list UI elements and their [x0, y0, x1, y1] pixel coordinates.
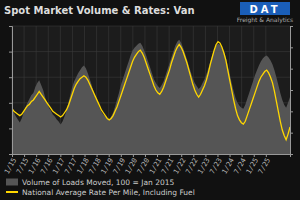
tick: [290, 47, 293, 48]
tick-mark: [205, 154, 206, 157]
tick-mark: [24, 154, 25, 157]
legend-swatch: [6, 191, 18, 193]
tick: [290, 154, 293, 155]
tick-mark: [133, 154, 134, 157]
annotation: DAT: [249, 4, 280, 15]
tick-mark: [242, 154, 243, 157]
chart: Spot Market Volume & Rates: Van DATFreigh…: [0, 0, 300, 200]
line: [12, 42, 290, 140]
logo: DATFreight & Analytics: [237, 2, 293, 24]
tick-mark: [145, 154, 146, 157]
tick: [9, 103, 12, 104]
tick-mark: [254, 154, 255, 157]
logo-box: [240, 2, 290, 15]
legend: Volume of Loads Moved, 100 = Jan 2015Nat…: [6, 178, 195, 197]
tick-mark: [290, 90, 293, 91]
marks: [12, 40, 290, 154]
tick-mark: [36, 154, 37, 157]
y2-axis: [290, 27, 293, 155]
tick-mark: [193, 154, 194, 157]
tick-mark: [217, 154, 218, 157]
tick-mark: [97, 154, 98, 157]
tick-mark: [9, 154, 12, 155]
tick-mark: [85, 154, 86, 157]
tick-mark: [290, 26, 293, 27]
tick: [290, 90, 293, 91]
tick-mark: [230, 154, 231, 157]
tick: [290, 111, 293, 112]
tick: [290, 26, 293, 27]
tick-mark: [9, 103, 12, 104]
tick-mark: [169, 154, 170, 157]
tick-mark: [290, 154, 293, 155]
tick: [9, 77, 12, 78]
tick-mark: [181, 154, 182, 157]
x-axis: 1/157/151/167/161/177/171/187/181/197/19…: [3, 154, 291, 175]
axis-line: [9, 27, 13, 155]
grid-line: [12, 51, 290, 52]
legend-label: Volume of Loads Moved, 100 = Jan 2015: [22, 178, 174, 187]
tick-mark: [72, 154, 73, 157]
tick-mark: [9, 26, 12, 27]
tick-mark: [109, 154, 110, 157]
tick-mark: [60, 154, 61, 157]
tick-mark: [290, 69, 293, 70]
grid-line: [12, 26, 290, 27]
legend-label: National Average Rate Per Mile, Includin…: [22, 188, 195, 197]
tick-mark: [9, 52, 12, 53]
tick-mark: [121, 154, 122, 157]
tick-mark: [266, 154, 267, 157]
tick-mark: [9, 128, 12, 129]
tick-mark: [9, 77, 12, 78]
tick: [9, 128, 12, 129]
tick-mark: [290, 111, 293, 112]
grid: [12, 26, 290, 154]
tick-mark: [48, 154, 49, 157]
axis-line: [13, 155, 291, 158]
annotation: Freight & Analytics: [237, 16, 293, 24]
legend-swatch: [6, 179, 18, 186]
background: [0, 0, 300, 200]
tick: [9, 52, 12, 53]
y-axis: [9, 27, 13, 155]
tick-mark: [290, 133, 293, 134]
plot-area: [12, 26, 290, 154]
tick: [9, 26, 12, 27]
tick-mark: [290, 47, 293, 48]
tick: 7/25: [257, 154, 272, 175]
tick: [9, 154, 12, 155]
tick: [290, 133, 293, 134]
area: [12, 40, 290, 154]
tick-mark: [157, 154, 158, 157]
tick: [290, 69, 293, 70]
tick-label: 7/25: [257, 157, 272, 176]
title: Spot Market Volume & Rates: Van: [4, 5, 195, 16]
axis-line: [291, 27, 294, 155]
